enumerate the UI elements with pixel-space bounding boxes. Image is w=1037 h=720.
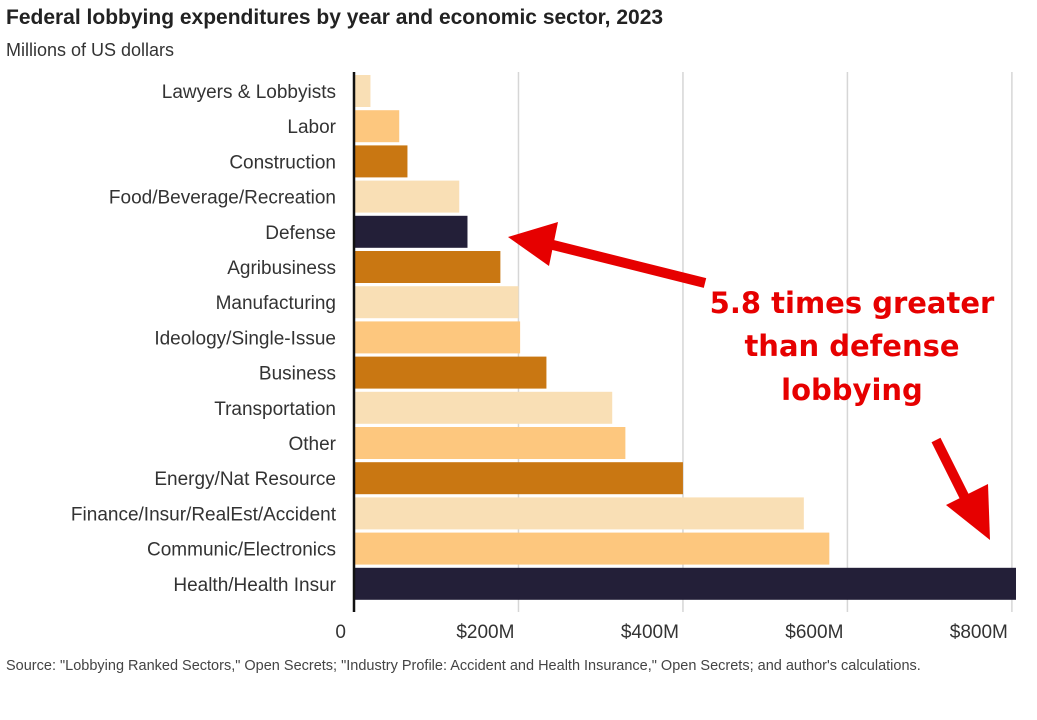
- bar: [355, 251, 501, 283]
- annotation-line-2: than defense: [744, 329, 959, 363]
- annotation-arrow-defense: [508, 222, 707, 288]
- bar: [355, 391, 613, 424]
- bar: [355, 567, 1016, 600]
- bar: [355, 497, 804, 530]
- bar: [355, 286, 519, 319]
- category-label: Transportation: [214, 399, 336, 420]
- bar: [355, 75, 371, 107]
- bar: [355, 532, 830, 565]
- category-label: Defense: [265, 223, 336, 244]
- category-label: Business: [259, 364, 336, 385]
- x-tick-label: $800M: [950, 622, 1008, 643]
- category-label: Manufacturing: [216, 293, 336, 314]
- bar-layer: [355, 75, 1016, 600]
- category-label: Finance/Insur/RealEst/Accident: [71, 504, 337, 525]
- source-note: Source: "Lobbying Ranked Sectors," Open …: [6, 658, 921, 674]
- category-label: Agribusiness: [227, 258, 336, 279]
- bar: [355, 356, 547, 389]
- bar: [355, 321, 521, 354]
- tick-label-layer: 0 $200M $400M $600M $800M: [335, 622, 1007, 643]
- bar: [355, 215, 468, 248]
- category-label: Energy/Nat Resource: [154, 469, 336, 490]
- bar: [355, 180, 460, 213]
- x-tick-label: 0: [335, 622, 346, 643]
- category-label: Labor: [287, 117, 336, 138]
- annotation-arrow-health: [931, 437, 990, 540]
- bar: [355, 110, 400, 143]
- annotation-line-3: lobbying: [781, 373, 923, 407]
- x-tick-label: $200M: [456, 622, 514, 643]
- x-tick-label: $400M: [621, 622, 679, 643]
- annotation-line-1: 5.8 times greater: [710, 286, 995, 320]
- category-label: Food/Beverage/Recreation: [109, 188, 336, 209]
- chart-title: Federal lobbying expenditures by year an…: [6, 6, 664, 29]
- category-label: Other: [288, 434, 336, 455]
- chart-subtitle: Millions of US dollars: [6, 40, 175, 60]
- category-label: Construction: [229, 152, 336, 173]
- category-label: Health/Health Insur: [173, 575, 336, 596]
- category-label: Lawyers & Lobbyists: [162, 82, 336, 103]
- bar: [355, 427, 626, 459]
- bar: [355, 462, 683, 495]
- x-tick-label: $600M: [785, 622, 843, 643]
- category-label: Ideology/Single-Issue: [154, 328, 336, 349]
- category-label-layer: Lawyers & Lobbyists Labor Construction Food…: [71, 82, 337, 596]
- bar: [355, 145, 408, 178]
- bar-chart: Lawyers & Lobbyists Labor Construction Food…: [71, 72, 1016, 643]
- category-label: Communic/Electronics: [147, 540, 336, 561]
